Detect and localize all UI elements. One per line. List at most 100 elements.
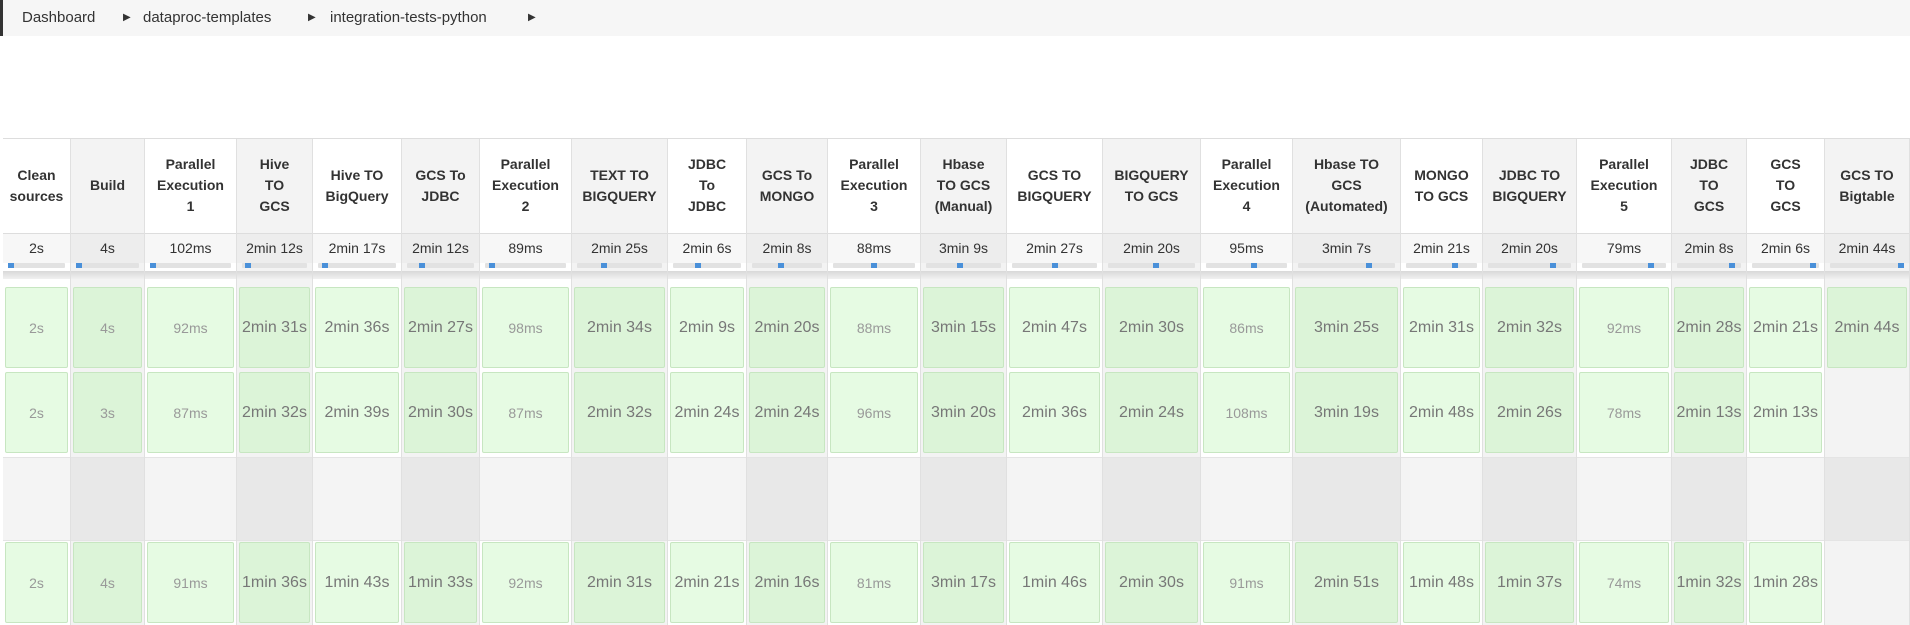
header-shadow (71, 271, 144, 279)
stage-progress-bar (577, 263, 662, 268)
stage-average-time: 2min 8s (1672, 233, 1746, 263)
run-duration-cell[interactable]: 92ms (147, 287, 234, 368)
stage-progress-marker (76, 263, 82, 268)
run-duration-cell[interactable]: 2min 30s (1105, 542, 1198, 623)
run-duration-cell[interactable]: 92ms (482, 542, 569, 623)
stage-average-time: 4s (71, 233, 144, 263)
run-duration-cell[interactable]: 2s (5, 542, 68, 623)
stage-header: GCS To MONGO (759, 166, 815, 204)
breadcrumb-dataproc-templates[interactable]: dataproc-templates (143, 9, 272, 26)
run-duration-cell[interactable]: 87ms (482, 372, 569, 453)
run-duration-cell[interactable]: 2min 13s (1749, 372, 1822, 453)
run-duration-cell[interactable]: 1min 37s (1485, 542, 1574, 623)
run-duration-cell[interactable]: 4s (73, 542, 142, 623)
stage-column: Hbase TO GCS (Automated) 3min 7s 3min 25s 3… (1293, 139, 1401, 625)
run-duration-cell[interactable]: 2min 9s (670, 287, 744, 368)
stage-progress-marker (957, 263, 964, 268)
run-duration-cell[interactable]: 1min 28s (1749, 542, 1822, 623)
run-duration-cell[interactable]: 2min 26s (1485, 372, 1574, 453)
run-duration-cell[interactable]: 2min 32s (239, 372, 310, 453)
stage-progress-marker (1051, 263, 1058, 268)
breadcrumb-dashboard[interactable]: Dashboard (22, 9, 96, 26)
run-duration-cell[interactable]: 2min 24s (749, 372, 825, 453)
empty-run-row (1401, 457, 1482, 541)
stage-column: Hbase TO GCS (Manual) 3min 9s 3min 15s 3min… (921, 139, 1007, 625)
run-duration-cell[interactable]: 2s (5, 287, 68, 368)
run-duration-cell[interactable]: 3min 25s (1295, 287, 1398, 368)
stage-average-time: 2min 12s (237, 233, 312, 263)
stage-average-time: 2min 6s (668, 233, 746, 263)
run-duration-cell[interactable]: 2min 24s (1105, 372, 1198, 453)
stage-average-time: 102ms (145, 233, 236, 263)
stage-header: Clean sources (9, 166, 64, 204)
run-duration-cell[interactable]: 2min 24s (670, 372, 744, 453)
run-duration-cell[interactable]: 2min 21s (670, 542, 744, 623)
run-duration-cell[interactable]: 96ms (830, 372, 918, 453)
run-duration-cell[interactable]: 2min 39s (315, 372, 399, 453)
stage-progress-marker (321, 263, 328, 268)
run-duration-cell[interactable]: 2min 16s (749, 542, 825, 623)
run-duration-cell[interactable]: 3min 20s (923, 372, 1004, 453)
run-duration-cell[interactable]: 87ms (147, 372, 234, 453)
run-duration-cell[interactable]: 2min 31s (239, 287, 310, 368)
empty-run-row (1201, 457, 1292, 541)
run-duration-cell[interactable]: 2min 27s (404, 287, 477, 368)
run-duration-cell[interactable]: 91ms (1203, 542, 1290, 623)
run-duration-cell[interactable]: 108ms (1203, 372, 1290, 453)
run-duration-cell[interactable]: 92ms (1579, 287, 1669, 368)
run-duration-cell[interactable]: 88ms (830, 287, 918, 368)
run-duration-cell[interactable]: 2min 30s (404, 372, 477, 453)
run-duration-cell[interactable]: 2min 13s (1674, 372, 1744, 453)
run-duration-cell[interactable]: 91ms (147, 542, 234, 623)
run-duration-cell[interactable]: 2min 48s (1403, 372, 1480, 453)
run-duration-cell[interactable]: 2min 21s (1749, 287, 1822, 368)
run-duration-cell[interactable]: 81ms (830, 542, 918, 623)
run-duration-cell[interactable]: 2min 44s (1827, 287, 1907, 368)
run-duration-cell[interactable]: 1min 36s (239, 542, 310, 623)
stage-progress-bar (1108, 263, 1195, 268)
stage-average-time: 89ms (480, 233, 571, 263)
run-duration-cell[interactable]: 1min 43s (315, 542, 399, 623)
breadcrumb-integration-tests-python[interactable]: integration-tests-python (330, 9, 487, 26)
run-duration-cell[interactable]: 2min 32s (574, 372, 665, 453)
run-duration-cell[interactable]: 3s (73, 372, 142, 453)
stage-progress-bar (1488, 263, 1571, 268)
stage-header: Build (90, 177, 125, 193)
run-duration-cell[interactable]: 74ms (1579, 542, 1669, 623)
stage-progress-bar (1012, 263, 1097, 268)
run-duration-cell[interactable]: 1min 46s (1009, 542, 1100, 623)
run-duration-cell[interactable]: 86ms (1203, 287, 1290, 368)
header-shadow (1103, 271, 1200, 279)
empty-run-row (3, 457, 70, 541)
run-duration-cell[interactable]: 2min 30s (1105, 287, 1198, 368)
run-duration-cell[interactable]: 2min 34s (574, 287, 665, 368)
run-duration-cell[interactable]: 2min 31s (1403, 287, 1480, 368)
run-duration-cell[interactable]: 3min 17s (923, 542, 1004, 623)
run-duration-cell[interactable]: 1min 32s (1674, 542, 1744, 623)
empty-run-row (828, 457, 920, 541)
run-duration-cell[interactable]: 2min 47s (1009, 287, 1100, 368)
run-duration-cell[interactable]: 3min 19s (1295, 372, 1398, 453)
run-duration-cell[interactable]: 4s (73, 287, 142, 368)
stage-column: TEXT TO BIGQUERY 2min 25s 2min 34s 2min 32s… (572, 139, 668, 625)
run-duration-cell[interactable]: 78ms (1579, 372, 1669, 453)
run-duration-cell[interactable]: 2min 51s (1295, 542, 1398, 623)
run-duration-cell[interactable]: 2min 28s (1674, 287, 1744, 368)
run-duration-cell[interactable]: 98ms (482, 287, 569, 368)
stage-average-time: 2min 20s (1483, 233, 1576, 263)
run-duration-cell[interactable]: 2min 20s (749, 287, 825, 368)
stage-progress-bar (1752, 263, 1819, 268)
run-duration-cell[interactable]: 2s (5, 372, 68, 453)
header-shadow (1577, 271, 1671, 279)
run-duration-cell[interactable]: 1min 33s (404, 542, 477, 623)
stage-progress-bar (76, 263, 139, 268)
stage-column: Hive TO GCS 2min 12s 2min 31s 2min 32s 1min … (237, 139, 313, 625)
run-duration-cell[interactable]: 2min 32s (1485, 287, 1574, 368)
run-duration-cell[interactable]: 2min 36s (1009, 372, 1100, 453)
run-duration-cell[interactable]: 3min 15s (923, 287, 1004, 368)
run-duration-cell[interactable]: 2min 31s (574, 542, 665, 623)
stage-average-time: 79ms (1577, 233, 1671, 263)
stage-progress-marker (1451, 263, 1458, 268)
run-duration-cell[interactable]: 2min 36s (315, 287, 399, 368)
run-duration-cell[interactable]: 1min 48s (1403, 542, 1480, 623)
